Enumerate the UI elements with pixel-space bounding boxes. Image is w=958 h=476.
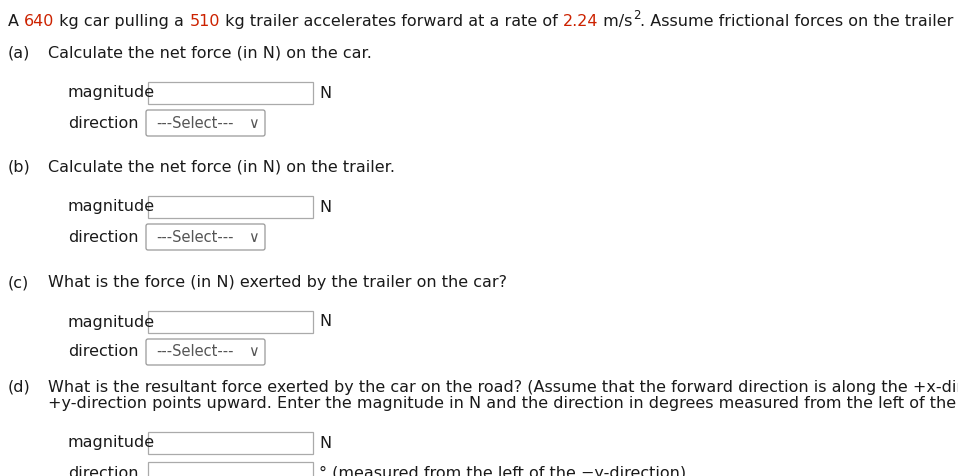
Text: (b): (b): [8, 160, 31, 175]
Text: (c): (c): [8, 275, 30, 290]
Text: Calculate the net force (in N) on the car.: Calculate the net force (in N) on the ca…: [48, 46, 372, 61]
Text: N: N: [319, 436, 331, 450]
Text: (d): (d): [8, 380, 31, 395]
Text: direction: direction: [68, 345, 139, 359]
Text: magnitude: magnitude: [68, 86, 155, 100]
Text: (a): (a): [8, 46, 31, 61]
FancyBboxPatch shape: [148, 311, 313, 333]
Text: direction: direction: [68, 229, 139, 245]
Text: A: A: [8, 14, 24, 29]
FancyBboxPatch shape: [148, 82, 313, 104]
FancyBboxPatch shape: [146, 110, 265, 136]
Text: 2.24: 2.24: [563, 14, 599, 29]
Text: 2: 2: [632, 9, 640, 22]
Text: magnitude: magnitude: [68, 315, 155, 329]
Text: ---Select---: ---Select---: [156, 345, 234, 359]
Text: ∨: ∨: [247, 229, 259, 245]
Text: Calculate the net force (in N) on the trailer.: Calculate the net force (in N) on the tr…: [48, 160, 395, 175]
Text: magnitude: magnitude: [68, 436, 155, 450]
Text: magnitude: magnitude: [68, 199, 155, 215]
FancyBboxPatch shape: [148, 432, 313, 454]
Text: 640: 640: [24, 14, 55, 29]
Text: N: N: [319, 315, 331, 329]
FancyBboxPatch shape: [148, 462, 313, 476]
Text: ---Select---: ---Select---: [156, 116, 234, 130]
Text: direction: direction: [68, 116, 139, 130]
Text: . Assume frictional forces on the trailer are negligible. Ignore air drag.: . Assume frictional forces on the traile…: [640, 14, 958, 29]
FancyBboxPatch shape: [146, 224, 265, 250]
Text: direction: direction: [68, 466, 139, 476]
Text: What is the force (in N) exerted by the trailer on the car?: What is the force (in N) exerted by the …: [48, 275, 507, 290]
FancyBboxPatch shape: [148, 196, 313, 218]
Text: N: N: [319, 199, 331, 215]
Text: ∨: ∨: [247, 345, 259, 359]
Text: ---Select---: ---Select---: [156, 229, 234, 245]
Text: m/s: m/s: [599, 14, 632, 29]
Text: N: N: [319, 86, 331, 100]
Text: ∨: ∨: [247, 116, 259, 130]
Text: 510: 510: [190, 14, 220, 29]
Text: kg trailer accelerates forward at a rate of: kg trailer accelerates forward at a rate…: [220, 14, 563, 29]
FancyBboxPatch shape: [146, 339, 265, 365]
Text: +y-direction points upward. Enter the magnitude in N and the direction in degree: +y-direction points upward. Enter the ma…: [48, 396, 958, 411]
Text: kg car pulling a: kg car pulling a: [55, 14, 190, 29]
Text: What is the resultant force exerted by the car on the road? (Assume that the for: What is the resultant force exerted by t…: [48, 380, 958, 395]
Text: ° (measured from the left of the −y-direction): ° (measured from the left of the −y-dire…: [319, 466, 686, 476]
